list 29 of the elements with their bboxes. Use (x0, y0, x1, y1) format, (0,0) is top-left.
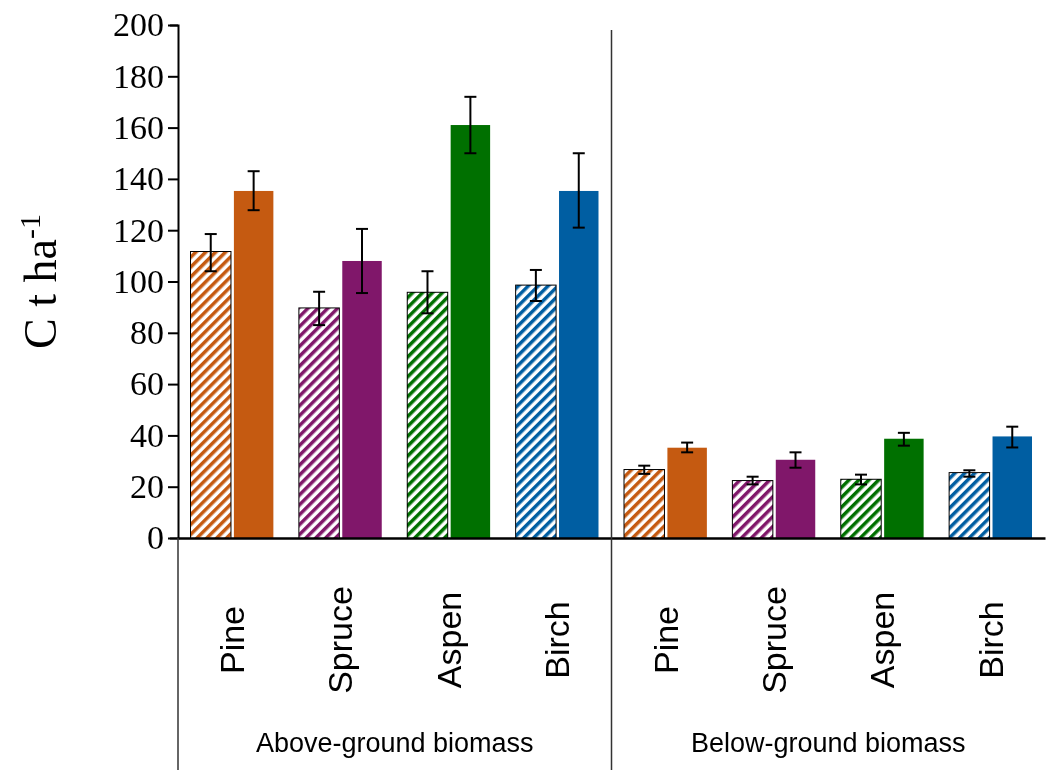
y-tick-label: 40 (130, 416, 164, 454)
y-tick-label: 0 (147, 519, 164, 557)
bar (667, 447, 707, 538)
y-tick-label: 20 (130, 468, 164, 506)
y-tick-label: 160 (113, 108, 164, 146)
x-tick-label: Birch (538, 601, 577, 679)
bar (775, 459, 816, 538)
text: Below-ground biomass (690, 728, 966, 758)
bar (233, 190, 274, 538)
bar (884, 438, 924, 538)
y-tick-label: 200 (113, 6, 164, 44)
bar (450, 125, 491, 538)
text: Above-ground biomass (255, 728, 534, 758)
y-tick-label: 100 (113, 262, 164, 300)
x-tick-label: Pine (646, 605, 685, 675)
x-tick-label: Spruce (754, 586, 793, 694)
y-tick-label: 180 (113, 57, 164, 95)
x-tick-label: Aspen (863, 591, 902, 689)
x-tick-label: Birch (971, 601, 1010, 679)
y-tick-label: 60 (130, 365, 164, 403)
bar (342, 260, 382, 538)
y-tick-label: 80 (130, 314, 164, 352)
y-tick-label: 120 (113, 211, 164, 249)
x-tick-label: Aspen (429, 591, 468, 689)
bar (992, 436, 1032, 538)
bar (559, 190, 599, 538)
x-tick-label: Pine (213, 605, 252, 675)
y-tick-label: 140 (113, 160, 164, 198)
x-tick-label: Spruce (321, 586, 360, 694)
